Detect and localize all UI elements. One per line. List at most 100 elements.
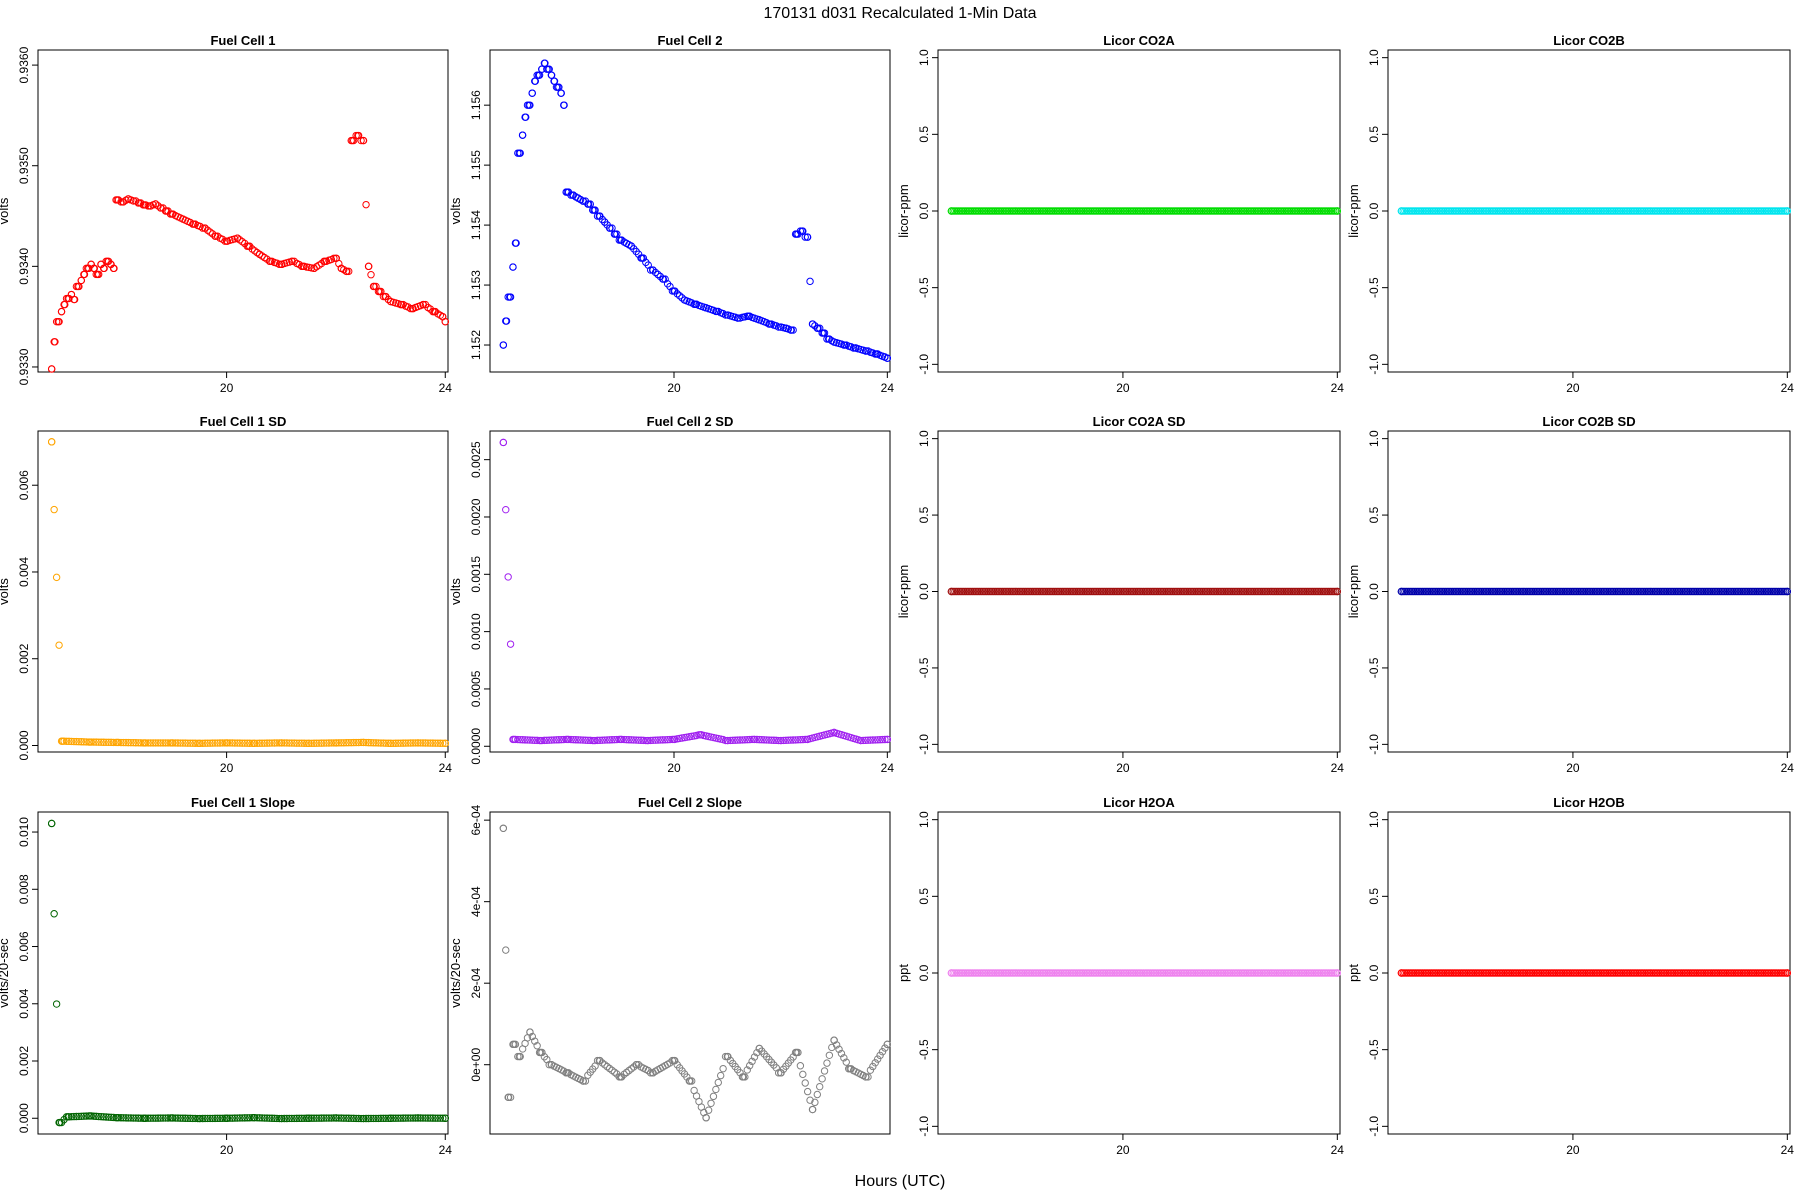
plot-frame [489, 49, 891, 373]
data-point [816, 1082, 824, 1091]
data-point [50, 505, 58, 514]
data-point [322, 739, 331, 747]
data-point [137, 739, 145, 747]
data-point [502, 505, 510, 514]
data-point [372, 739, 380, 747]
data-point [521, 736, 529, 744]
data-point [273, 739, 281, 747]
data-point [883, 735, 892, 744]
y-axis-label: licor-ppm [1346, 184, 1361, 237]
data-point [803, 735, 812, 744]
data-point [634, 736, 643, 744]
data-point [195, 1114, 203, 1123]
data-point [421, 739, 430, 747]
data-point [547, 736, 556, 744]
data-point [744, 312, 753, 320]
y-axis-label: volts/20-sec [448, 938, 463, 1008]
data-point [236, 739, 244, 747]
data-point [510, 735, 518, 744]
data-point [52, 573, 61, 582]
data-point [75, 737, 83, 746]
data-point [375, 287, 384, 296]
y-tick-label: 0.004 [17, 557, 31, 587]
data-point [421, 1114, 430, 1122]
panel-title: Fuel Cell 1 Slope [191, 795, 295, 810]
data-point [441, 1114, 449, 1122]
data-point [379, 1114, 388, 1123]
data-point [627, 736, 636, 744]
data-point [277, 260, 285, 269]
data-point [250, 1113, 258, 1122]
data-point [819, 329, 828, 337]
data-point [241, 1114, 249, 1122]
data-point [550, 736, 558, 744]
y-tick-label: 0.006 [17, 931, 31, 961]
panel-title: Licor CO2A SD [1093, 414, 1186, 429]
data-point [431, 1114, 440, 1122]
data-point [1333, 969, 1342, 977]
data-point [348, 136, 357, 145]
data-point [654, 736, 662, 744]
data-point [75, 1112, 83, 1121]
data-point [514, 735, 522, 744]
data-point [883, 354, 892, 362]
data-point [404, 739, 412, 747]
data-point [386, 739, 395, 748]
data-point [745, 735, 754, 744]
data-point [304, 1114, 313, 1122]
data-point [102, 738, 110, 746]
data-point [758, 736, 766, 744]
data-point [332, 254, 340, 262]
data-point [47, 365, 56, 373]
data-point [295, 1114, 303, 1123]
data-point [379, 739, 388, 747]
y-tick-label: 0.9330 [17, 348, 31, 385]
y-tick-label: 0.002 [17, 1046, 31, 1076]
data-point [99, 1113, 108, 1121]
y-tick-label: 0.0020 [469, 498, 483, 535]
data-point [545, 736, 553, 744]
data-point [526, 736, 534, 744]
data-point [842, 1058, 850, 1066]
x-tick-label: 24 [1331, 1143, 1345, 1157]
data-point [345, 1114, 353, 1122]
data-point [236, 1114, 244, 1122]
x-tick-label: 20 [667, 381, 681, 395]
data-point [250, 739, 258, 748]
data-point [168, 210, 176, 218]
y-axis-label: ppt [896, 964, 911, 982]
data-point [499, 341, 508, 349]
data-point [567, 735, 575, 744]
data-point [644, 1066, 652, 1075]
data-point [52, 1000, 61, 1008]
data-point [62, 737, 71, 745]
y-tick-label: -0.5 [1367, 657, 1381, 678]
data-point [947, 207, 956, 215]
data-point [265, 739, 274, 747]
data-point [646, 1069, 655, 1077]
data-point [651, 736, 660, 744]
data-point [723, 311, 732, 319]
data-point [401, 1114, 410, 1122]
y-tick-label: -0.5 [1367, 277, 1381, 298]
data-point [866, 1066, 875, 1074]
data-point [729, 736, 737, 744]
data-point [206, 739, 214, 747]
data-point [181, 1114, 190, 1122]
x-tick-label: 24 [1781, 761, 1795, 775]
y-tick-label: 1.0 [1367, 49, 1381, 66]
data-point [382, 1114, 390, 1123]
data-point [149, 739, 157, 747]
data-point [830, 728, 838, 737]
data-point [241, 739, 249, 747]
data-point [330, 739, 338, 747]
data-point [734, 314, 742, 322]
data-point [300, 1114, 308, 1123]
data-point [144, 202, 152, 210]
data-point [1397, 969, 1406, 977]
data-point [151, 1114, 160, 1122]
data-point [560, 1067, 568, 1075]
data-point [99, 738, 108, 746]
data-point [605, 1064, 614, 1073]
data-point [297, 1114, 306, 1123]
